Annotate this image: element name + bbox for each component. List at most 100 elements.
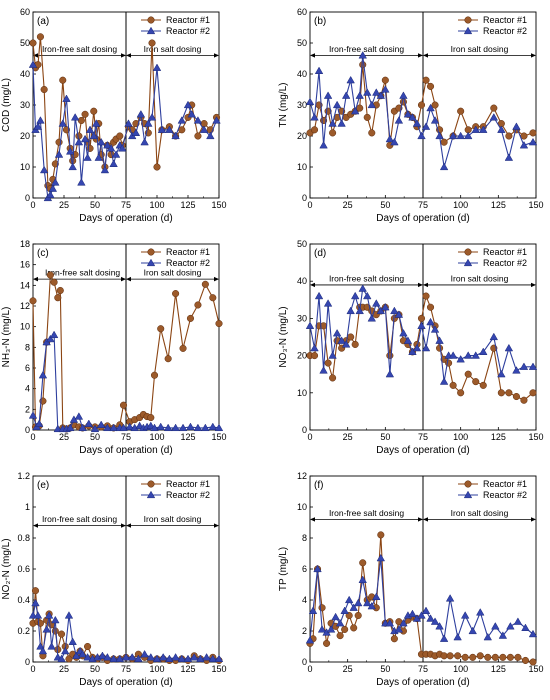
data-point: Reactor #1: (27, 25) — [347, 333, 355, 341]
data-point: Reactor #2: (16, 3) — [48, 184, 58, 192]
data-point: Reactor #2: (83, 27) — [430, 325, 440, 333]
x-axis-label: Days of operation (d) — [79, 445, 172, 456]
series-reactor-2: Reactor #2: (0, 1.4) Reactor #2: (2, 3.3)… — [305, 553, 538, 644]
data-point: Reactor #2: (100, 42) — [152, 63, 162, 71]
data-point: Reactor #2: (127, 15) — [497, 369, 506, 378]
data-point: Reactor #2: (50, 0.1) — [90, 424, 100, 433]
data-point: Reactor #1: (113, 0.4) — [476, 652, 484, 660]
data-point: Reactor #2: (70, 0.02) — [115, 654, 125, 662]
y-tick-label: 0.6 — [17, 564, 30, 574]
data-point: Reactor #1: (108, 0.3) — [469, 653, 477, 661]
data-point: Reactor #2: (5, 6) — [313, 564, 322, 573]
data-point: Reactor #2: (105, 20) — [463, 131, 473, 140]
data-point: Reactor #2: (6, 25) — [36, 116, 45, 124]
data-point: Reactor #2: (13, 0.3) — [44, 611, 54, 619]
data-point: Reactor #2: (53, 15) — [385, 369, 395, 378]
data-point: Reactor #2: (27, 32) — [346, 306, 355, 315]
data-point: Reactor #2: (125, 0.02) — [183, 654, 193, 662]
data-point: Reactor #2: (44, 34) — [372, 88, 381, 96]
x-tick-label: 125 — [491, 664, 506, 674]
data-point: Reactor #2: (95, 20) — [448, 131, 458, 140]
data-point: Reactor #2: (115, 0.03) — [171, 653, 180, 661]
data-point: Reactor #2: (110, 20) — [471, 351, 480, 359]
y-tick-label: 8 — [25, 342, 30, 352]
data-point: Reactor #1: (35, 43) — [359, 61, 367, 69]
data-point: Reactor #1: (41, 21) — [368, 129, 376, 137]
panel-label: (c) — [37, 248, 49, 259]
data-point: Reactor #2: (127, 0.3) — [186, 422, 195, 430]
series-reactor-2: Reactor #2: (0, 0.3)Reactor #2: (2, 0.38… — [28, 598, 224, 662]
data-point: Reactor #2: (77, 23) — [421, 122, 431, 130]
data-point: Reactor #2: (74, 3) — [417, 611, 426, 619]
data-point: Reactor #2: (100, 20) — [456, 131, 465, 140]
legend-marker — [147, 16, 155, 24]
data-point: Reactor #2: (148, 1.8) — [528, 629, 538, 638]
y-tick-label: 0 — [25, 425, 30, 435]
data-point: Reactor #2: (71, 24) — [412, 119, 422, 127]
data-point: Reactor #2: (44, 0.03) — [83, 653, 92, 661]
data-point: Reactor #2: (37, 1.3) — [74, 412, 84, 420]
data-point: Reactor #2: (2, 3.3) — [308, 606, 318, 614]
data-point: Reactor #1: (12, 18) — [324, 359, 332, 367]
data-point: Reactor #1: (18, 11) — [51, 160, 59, 168]
data-point: Reactor #1: (3, 20) — [310, 352, 319, 360]
data-point: Reactor #1: (95, 1.2) — [147, 414, 155, 422]
data-point: Reactor #2: (140, 0.03) — [202, 653, 211, 661]
data-point: Reactor #1: (145, 12.8) — [209, 294, 217, 302]
data-point: Reactor #1: (105, 15) — [464, 370, 472, 378]
x-tick-label: 100 — [453, 664, 468, 674]
x-axis-label: Days of operation (d) — [79, 213, 172, 224]
data-point: Reactor #1: (56, 1.5) — [390, 635, 398, 643]
data-point: Reactor #1: (128, 0.3) — [499, 653, 507, 661]
data-point: Reactor #2: (132, 13) — [504, 153, 514, 161]
data-point: Reactor #2: (2, 0.38) — [31, 598, 40, 607]
data-point: Reactor #2: (103, 3) — [460, 611, 470, 619]
data-point: Reactor #1: (74, 30) — [417, 314, 426, 322]
data-point: Reactor #2: (137, 16) — [512, 366, 521, 374]
data-point: Reactor #1: (148, 0) — [529, 658, 537, 666]
data-point: Reactor #2: (9, 9) — [39, 165, 49, 174]
y-tick-label: 10 — [297, 162, 307, 172]
data-point: Reactor #2: (103, 0.3) — [156, 422, 165, 430]
series-line — [309, 55, 534, 168]
data-point: Reactor #2: (38, 34) — [363, 88, 372, 96]
data-point: Reactor #2: (123, 2.3) — [491, 622, 500, 630]
data-point: Reactor #1: (118, 0.3) — [484, 653, 492, 661]
data-point: Reactor #1: (80, 33) — [426, 303, 435, 311]
data-point: Reactor #2: (38, 3.8) — [363, 598, 372, 607]
data-point: Reactor #2: (89, 13) — [439, 377, 449, 385]
y-tick-label: 2 — [25, 404, 30, 414]
data-point: Reactor #2: (148, 17) — [528, 362, 538, 370]
data-point: Reactor #2: (46, 22) — [85, 125, 95, 133]
data-point: Reactor #2: (135, 0.02) — [196, 654, 205, 662]
y-tick-label: 10 — [297, 502, 307, 512]
data-point: Reactor #2: (18, 30) — [332, 100, 342, 109]
y-tick-label: 12 — [20, 301, 30, 311]
data-point: Reactor #2: (35, 46) — [358, 51, 367, 59]
phase-label: Iron-free salt dosing — [329, 44, 404, 54]
x-tick-label: 150 — [528, 432, 543, 442]
x-tick-label: 75 — [418, 200, 428, 210]
data-point: Reactor #2: (89, 1.5) — [439, 634, 449, 642]
x-tick-label: 75 — [418, 664, 428, 674]
data-point: Reactor #1: (86, 22) — [436, 344, 444, 352]
y-tick-label: 60 — [297, 7, 307, 17]
data-point: Reactor #2: (110, 22) — [165, 125, 174, 133]
x-tick-label: 0 — [307, 200, 312, 210]
y-axis-label: NH₃-N (mg/L) — [1, 307, 12, 368]
data-point: Reactor #2: (65, 0.02) — [109, 654, 118, 662]
y-tick-label: 40 — [20, 69, 30, 79]
phase-arrow-left — [310, 517, 423, 522]
data-point: Reactor #1: (29, 2.2) — [350, 624, 358, 632]
data-point: Reactor #2: (3, 26) — [310, 113, 319, 121]
data-point: Reactor #1: (110, 13) — [472, 378, 480, 386]
legend-marker — [463, 490, 473, 499]
data-point: Reactor #1: (142, 8) — [520, 396, 528, 404]
data-point: Reactor #2: (41, 3.6) — [367, 601, 377, 610]
data-point: Reactor #2: (93, 24) — [144, 119, 153, 127]
series-reactor-1: Reactor #1: (0, 20)Reactor #1: (3, 20)Re… — [306, 292, 537, 404]
y-tick-label: 14 — [20, 280, 30, 290]
legend-label: Reactor #1 — [166, 479, 210, 489]
y-tick-label: 2 — [302, 626, 307, 636]
data-point: Reactor #2: (115, 0.2) — [171, 423, 180, 432]
